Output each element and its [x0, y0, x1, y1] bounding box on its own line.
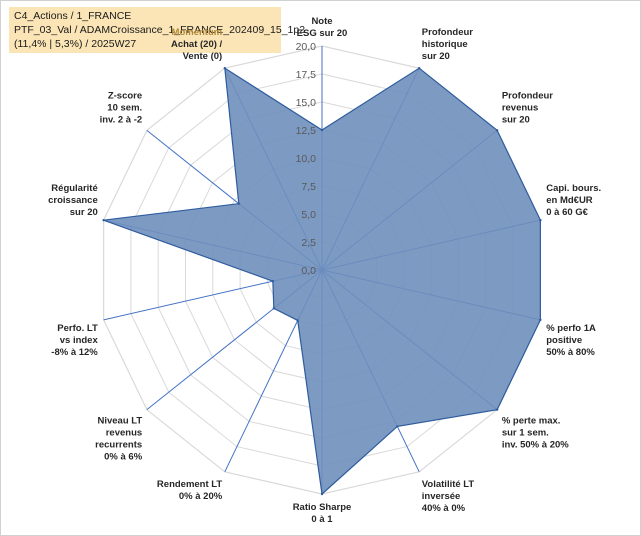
data-area — [103, 67, 541, 496]
axis-label-line: % perfo 1A — [546, 323, 596, 334]
data-point — [495, 408, 499, 411]
axis-label-line: revenus — [106, 427, 142, 438]
radar-series — [102, 66, 542, 496]
axis-label-line: revenus — [502, 103, 538, 114]
radial-tick-labels: 0,0 2,5 5,0 7,5 10,0 12,5 15,0 17,5 20,0 — [296, 41, 317, 277]
tick-label: 10,0 — [296, 153, 317, 165]
tick-label: 17,5 — [296, 69, 317, 81]
data-point — [539, 218, 542, 222]
data-point — [272, 307, 276, 310]
data-point — [237, 202, 241, 205]
axis-label-line: Régularité — [51, 183, 97, 194]
data-point — [223, 66, 227, 70]
data-point — [320, 128, 324, 132]
axis-label-line: 10 sem. — [107, 103, 142, 114]
header-line-3: (11,4% | 5,3%) / 2025W27 — [14, 38, 137, 50]
tick-label: 0,0 — [301, 265, 316, 277]
data-point — [495, 129, 499, 132]
data-point — [296, 319, 299, 322]
axis-label-line: Niveau LT — [97, 415, 142, 426]
data-point — [271, 280, 275, 283]
header-line-2: PTF_03_Val / ADAMCroissance_1_FRANCE_202… — [14, 24, 306, 36]
axis-label-line: inv. 50% à 20% — [502, 439, 569, 450]
axis-label-line: recurrents — [95, 439, 142, 450]
axis-label-line: positive — [546, 335, 582, 346]
axis-label-line: 0% à 20% — [179, 491, 223, 502]
axis-label: Rendement LT0% à 20% — [157, 479, 223, 502]
axis-label-line: sur 1 sem. — [502, 427, 549, 438]
axis-label-line: Volatilité LT — [422, 479, 475, 490]
tick-label: 20,0 — [296, 41, 317, 53]
axis-label-line: Note — [311, 16, 332, 27]
chart-header-box: C4_Actions / 1_FRANCE PTF_03_Val / ADAMC… — [9, 7, 306, 53]
header-line-1: C4_Actions / 1_FRANCE — [14, 10, 132, 22]
axis-label-line: sur 20 — [70, 207, 98, 218]
data-point — [396, 425, 399, 428]
axis-label-line: Ratio Sharpe — [293, 502, 352, 513]
tick-label: 12,5 — [296, 125, 317, 137]
axis-label: Capi. bours.en Md€UR0 à 60 G€ — [546, 183, 601, 218]
axis-label-line: ESG sur 20 — [297, 28, 348, 39]
axis-label-line: 0 à 1 — [311, 514, 333, 525]
tick-label: 2,5 — [301, 237, 316, 249]
axis-label-line: historique — [422, 39, 468, 50]
axis-label-line: Profondeur — [502, 91, 553, 102]
axis-label-line: en Md€UR — [546, 195, 593, 206]
axis-label-line: % perte max. — [502, 415, 561, 426]
axis-label-line: vs index — [60, 335, 99, 346]
data-point — [102, 218, 105, 222]
axis-label-line: 50% à 80% — [546, 347, 595, 358]
axis-label-line: sur 20 — [502, 115, 530, 126]
axis-label-line: sur 20 — [422, 51, 450, 62]
axis-label-line: Momentum — [172, 27, 223, 38]
axis-label-line: Vente (0) — [183, 51, 223, 62]
axis-label-line: croissance — [48, 195, 98, 206]
axis-label-line: -8% à 12% — [51, 347, 98, 358]
axis-label-line: inv. 2 à -2 — [100, 115, 143, 126]
data-point — [417, 66, 421, 70]
data-point — [539, 318, 542, 322]
axis-label-line: 0% à 6% — [104, 451, 143, 462]
axis-label-line: Rendement LT — [157, 479, 222, 490]
tick-label: 7,5 — [301, 181, 316, 193]
axis-label: % perte max.sur 1 sem.inv. 50% à 20% — [502, 415, 569, 450]
axis-label-line: Perfo. LT — [57, 323, 98, 334]
axis-label-line: Capi. bours. — [546, 183, 601, 194]
axis-label-line: 0 à 60 G€ — [546, 207, 588, 218]
axis-label-line: 40% à 0% — [422, 503, 466, 514]
axis-label-line: inversée — [422, 491, 461, 502]
tick-label: 5,0 — [301, 209, 316, 221]
axis-label-line: Profondeur — [422, 27, 473, 38]
axis-label-line: Achat (20) / — [171, 39, 223, 50]
data-point — [320, 492, 324, 496]
axis-label-line: Z-score — [108, 91, 142, 102]
tick-label: 15,0 — [296, 97, 317, 109]
